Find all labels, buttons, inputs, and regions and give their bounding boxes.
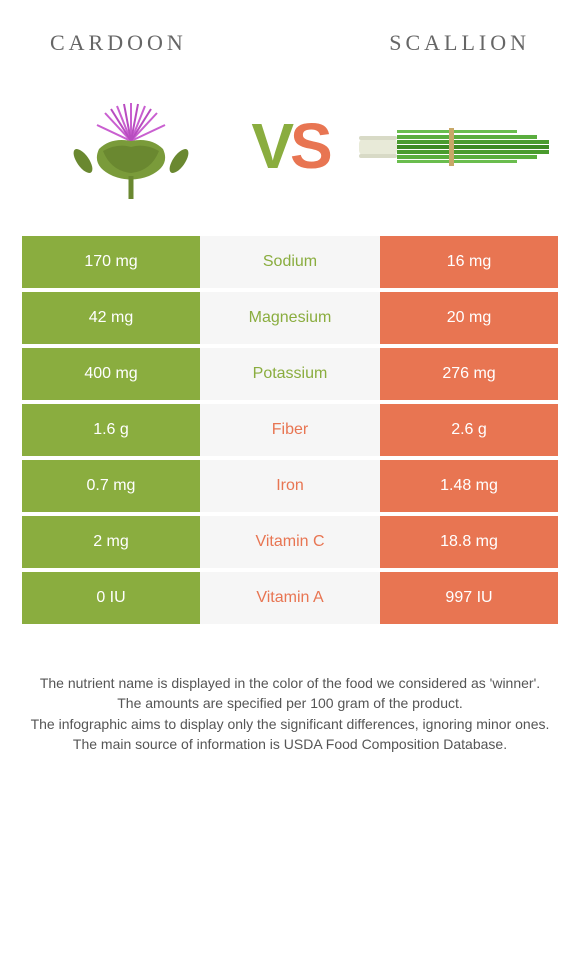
footer-line: The nutrient name is displayed in the co… xyxy=(20,673,560,693)
table-row: 400 mgPotassium276 mg xyxy=(22,348,558,400)
right-value-cell: 997 IU xyxy=(380,572,558,624)
vs-s: S xyxy=(290,110,329,182)
table-row: 1.6 gFiber2.6 g xyxy=(22,404,558,456)
table-row: 170 mgSodium16 mg xyxy=(22,236,558,288)
left-value-cell: 0.7 mg xyxy=(22,460,200,512)
footer-line: The main source of information is USDA F… xyxy=(20,734,560,754)
right-value-cell: 16 mg xyxy=(380,236,558,288)
right-value-cell: 1.48 mg xyxy=(380,460,558,512)
footer-line: The amounts are specified per 100 gram o… xyxy=(20,693,560,713)
table-row: 2 mgVitamin C18.8 mg xyxy=(22,516,558,568)
nutrient-label: Iron xyxy=(200,460,380,512)
footer-notes: The nutrient name is displayed in the co… xyxy=(0,628,580,754)
images-row: VS xyxy=(0,66,580,236)
left-value-cell: 2 mg xyxy=(22,516,200,568)
vs-v: V xyxy=(251,110,290,182)
left-value-cell: 42 mg xyxy=(22,292,200,344)
header: CARDOON SCALLION xyxy=(0,0,580,66)
cardoon-image xyxy=(20,86,241,206)
nutrient-label: Sodium xyxy=(200,236,380,288)
nutrient-label: Vitamin C xyxy=(200,516,380,568)
table-row: 0.7 mgIron1.48 mg xyxy=(22,460,558,512)
nutrient-label: Vitamin A xyxy=(200,572,380,624)
left-value-cell: 170 mg xyxy=(22,236,200,288)
right-food-title: SCALLION xyxy=(389,30,530,56)
left-value-cell: 400 mg xyxy=(22,348,200,400)
table-row: 0 IUVitamin A997 IU xyxy=(22,572,558,624)
nutrition-table: 170 mgSodium16 mg42 mgMagnesium20 mg400 … xyxy=(0,236,580,624)
right-value-cell: 18.8 mg xyxy=(380,516,558,568)
nutrient-label: Potassium xyxy=(200,348,380,400)
left-value-cell: 1.6 g xyxy=(22,404,200,456)
scallion-image xyxy=(339,86,560,206)
right-value-cell: 2.6 g xyxy=(380,404,558,456)
left-food-title: CARDOON xyxy=(50,30,187,56)
nutrient-label: Fiber xyxy=(200,404,380,456)
right-value-cell: 20 mg xyxy=(380,292,558,344)
left-value-cell: 0 IU xyxy=(22,572,200,624)
table-row: 42 mgMagnesium20 mg xyxy=(22,292,558,344)
right-value-cell: 276 mg xyxy=(380,348,558,400)
nutrient-label: Magnesium xyxy=(200,292,380,344)
vs-label: VS xyxy=(251,109,328,183)
footer-line: The infographic aims to display only the… xyxy=(20,714,560,734)
